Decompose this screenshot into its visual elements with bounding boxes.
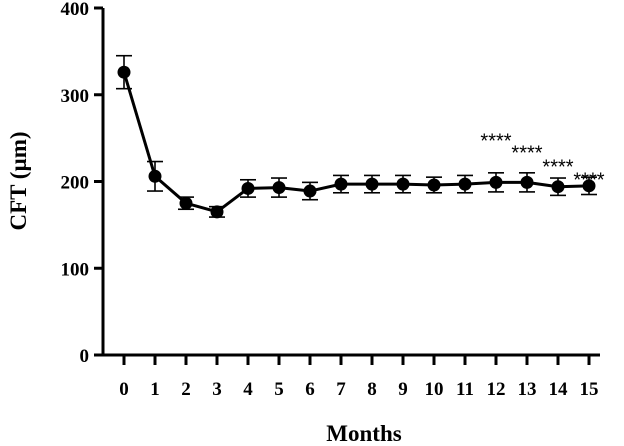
data-point-2	[179, 196, 193, 210]
data-point-5	[272, 181, 286, 195]
data-point-12	[489, 175, 503, 189]
data-point-7	[334, 177, 348, 191]
y-axis-title: CFT (µm)	[6, 131, 31, 230]
data-point-3	[210, 205, 224, 219]
data-point-4	[241, 181, 255, 195]
x-tick-label-7: 7	[336, 379, 346, 400]
x-tick-label-10: 10	[425, 379, 444, 400]
data-point-8	[365, 177, 379, 191]
x-tick-label-1: 1	[150, 379, 160, 400]
data-point-0	[117, 65, 131, 79]
x-tick-label-6: 6	[305, 379, 315, 400]
data-point-1	[148, 169, 162, 183]
x-tick-label-13: 13	[518, 379, 537, 400]
x-tick-label-11: 11	[456, 379, 474, 400]
data-point-10	[427, 178, 441, 192]
data-point-6	[303, 184, 317, 198]
series-line	[122, 71, 590, 214]
data-point-9	[396, 177, 410, 191]
x-tick-label-15: 15	[580, 379, 599, 400]
data-point-11	[458, 177, 472, 191]
significance-marker-14: ****	[542, 156, 573, 178]
y-tick-label-0: 0	[80, 346, 90, 367]
x-tick-label-2: 2	[181, 379, 191, 400]
x-tick-label-8: 8	[367, 379, 377, 400]
x-axis-title: Months	[326, 421, 401, 446]
y-tick-label-400: 400	[61, 0, 90, 20]
significance-annotations: ****************	[480, 130, 604, 191]
x-tick-label-14: 14	[549, 379, 569, 400]
x-tick-label-3: 3	[212, 379, 222, 400]
x-tick-label-12: 12	[487, 379, 506, 400]
y-tick-label-300: 300	[61, 86, 90, 107]
data-point-13	[520, 175, 534, 189]
significance-marker-15: ****	[573, 169, 604, 191]
y-tick-label-100: 100	[61, 259, 90, 280]
data-point-15	[582, 179, 596, 193]
x-tick-label-0: 0	[119, 379, 129, 400]
series-cft	[116, 54, 597, 219]
data-point-14	[551, 180, 565, 194]
x-tick-label-9: 9	[398, 379, 408, 400]
significance-marker-12: ****	[480, 130, 511, 152]
x-tick-label-4: 4	[243, 379, 253, 400]
significance-marker-13: ****	[511, 143, 542, 165]
x-tick-label-5: 5	[274, 379, 284, 400]
y-tick-label-200: 200	[61, 173, 90, 194]
